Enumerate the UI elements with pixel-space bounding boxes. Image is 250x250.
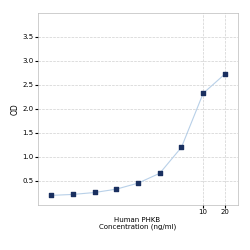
Point [223,72,227,76]
Point [136,181,140,185]
Point [50,194,54,198]
Y-axis label: OD: OD [10,103,19,115]
Point [71,192,75,196]
Point [201,91,205,95]
Point [114,187,118,191]
Point [180,145,184,149]
Point [158,171,162,175]
Point [93,190,97,194]
X-axis label: Human PHKB
Concentration (ng/ml): Human PHKB Concentration (ng/ml) [99,216,176,230]
